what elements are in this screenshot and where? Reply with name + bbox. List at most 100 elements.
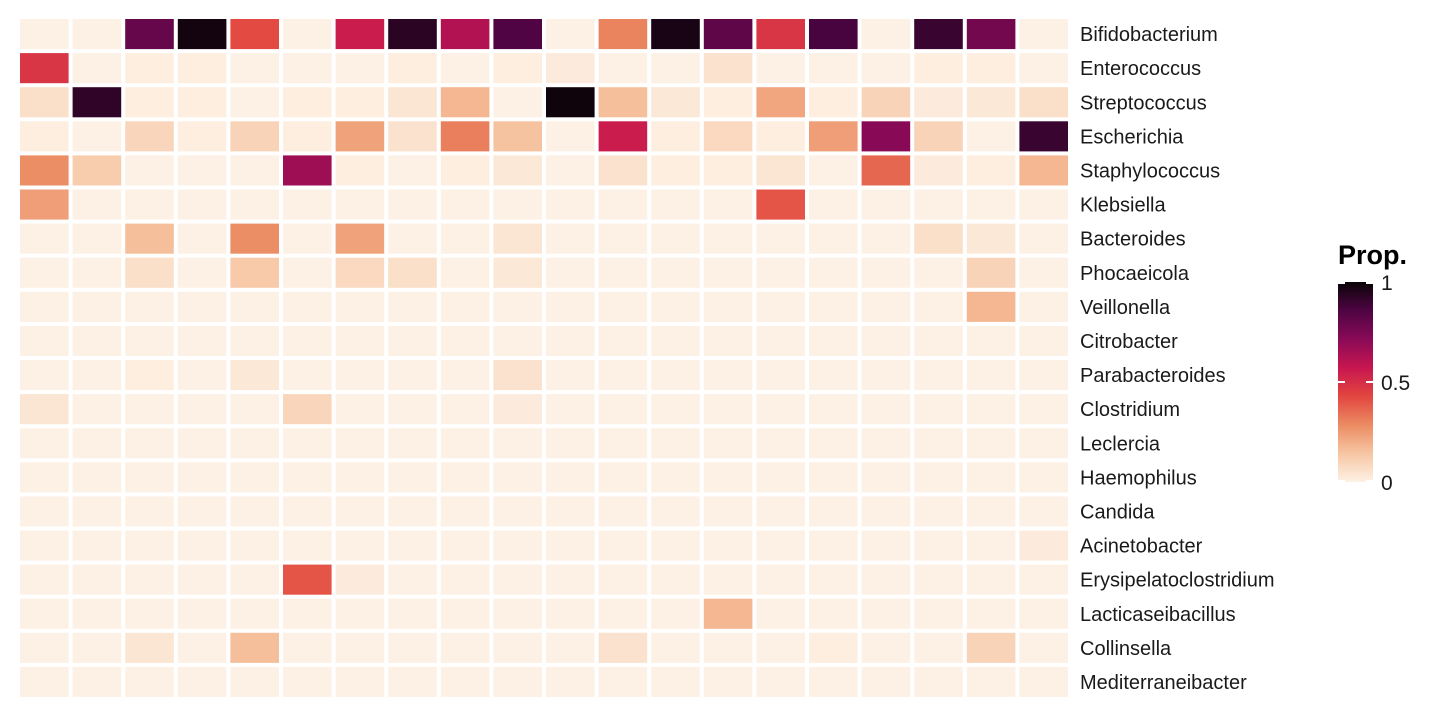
heatmap-cell	[966, 428, 1016, 459]
heatmap-cell	[809, 496, 858, 527]
heatmap-cell	[966, 632, 1016, 663]
heatmap-cell	[966, 530, 1016, 561]
heatmap-cell	[177, 666, 227, 697]
heatmap-cell	[493, 291, 542, 322]
heatmap-cell	[809, 121, 858, 152]
heatmap-cell	[388, 53, 437, 84]
heatmap-cell	[230, 462, 279, 493]
heatmap-cell	[283, 87, 332, 118]
heatmap-cell	[914, 598, 963, 629]
heatmap-cell	[388, 598, 437, 629]
row-label: Mediterraneibacter	[1080, 672, 1247, 694]
heatmap-cell	[598, 53, 648, 84]
heatmap-cell	[177, 632, 227, 663]
heatmap-cell	[493, 360, 542, 391]
heatmap-cell	[388, 564, 437, 595]
heatmap-cell	[72, 223, 122, 254]
heatmap-cell	[440, 87, 490, 118]
heatmap-cell	[1019, 189, 1068, 220]
heatmap-cell	[914, 155, 963, 186]
heatmap-cell	[598, 564, 648, 595]
heatmap-cell	[756, 121, 805, 152]
heatmap-cell	[230, 87, 279, 118]
heatmap-cell	[546, 496, 595, 527]
heatmap-cell	[703, 257, 753, 288]
heatmap-cell	[966, 189, 1016, 220]
heatmap-cell	[335, 564, 385, 595]
heatmap-cell	[546, 121, 595, 152]
heatmap-cell	[966, 53, 1016, 84]
heatmap-cell	[861, 360, 911, 391]
heatmap-cell	[651, 564, 700, 595]
heatmap-cell	[177, 189, 227, 220]
heatmap-cell	[177, 291, 227, 322]
heatmap-cell	[1019, 632, 1068, 663]
heatmap-cell	[230, 223, 279, 254]
heatmap-cell	[283, 53, 332, 84]
heatmap-cell	[966, 19, 1016, 50]
heatmap-cell	[335, 223, 385, 254]
heatmap-cell	[651, 530, 700, 561]
heatmap-cell	[966, 496, 1016, 527]
heatmap-cell	[283, 428, 332, 459]
heatmap-cell	[914, 325, 963, 356]
row-label: Leclercia	[1080, 433, 1161, 455]
heatmap-cell	[177, 360, 227, 391]
heatmap-cell	[966, 223, 1016, 254]
heatmap-cell	[1019, 155, 1068, 186]
legend-title: Prop.	[1338, 240, 1407, 270]
heatmap-cell	[20, 325, 69, 356]
heatmap-cell	[335, 291, 385, 322]
heatmap-cell	[72, 632, 122, 663]
heatmap-cell	[283, 325, 332, 356]
heatmap-cell	[966, 394, 1016, 425]
heatmap-cell	[388, 19, 437, 50]
heatmap-cell	[914, 530, 963, 561]
heatmap-cell	[440, 325, 490, 356]
row-label: Acinetobacter	[1080, 536, 1203, 558]
heatmap-cell	[1019, 462, 1068, 493]
heatmap-cell	[703, 564, 753, 595]
heatmap-cell	[914, 257, 963, 288]
heatmap-cell	[230, 564, 279, 595]
heatmap-cell	[440, 666, 490, 697]
legend-tick-label: 0.5	[1381, 372, 1410, 395]
heatmap-cell	[546, 325, 595, 356]
heatmap-cell	[598, 598, 648, 629]
heatmap-cell	[230, 598, 279, 629]
heatmap-cell	[283, 394, 332, 425]
heatmap-cell	[966, 291, 1016, 322]
heatmap-cell	[493, 121, 542, 152]
heatmap-cell	[598, 87, 648, 118]
heatmap-cell	[230, 428, 279, 459]
legend-tick-label: 0	[1381, 472, 1393, 495]
heatmap-cell	[125, 87, 174, 118]
heatmap-cell	[283, 257, 332, 288]
heatmap-cell	[20, 394, 69, 425]
heatmap-cell	[230, 291, 279, 322]
heatmap-cell	[546, 598, 595, 629]
heatmap-cell	[914, 19, 963, 50]
heatmap-cell	[72, 394, 122, 425]
heatmap-cell	[861, 666, 911, 697]
heatmap-cell	[914, 121, 963, 152]
heatmap-cell	[283, 155, 332, 186]
heatmap-cell	[230, 121, 279, 152]
heatmap-cell	[20, 19, 69, 50]
heatmap-cell	[177, 19, 227, 50]
heatmap-cell	[598, 428, 648, 459]
heatmap-cell	[388, 496, 437, 527]
heatmap-cell	[335, 257, 385, 288]
heatmap-cell	[861, 325, 911, 356]
heatmap-cell	[756, 155, 805, 186]
heatmap-cell	[598, 257, 648, 288]
heatmap-cell	[125, 360, 174, 391]
heatmap-cell	[651, 598, 700, 629]
heatmap-cell	[1019, 53, 1068, 84]
heatmap-cell	[703, 632, 753, 663]
heatmap-cell	[546, 564, 595, 595]
heatmap-cell	[177, 462, 227, 493]
heatmap-cell	[756, 291, 805, 322]
heatmap-cell	[283, 666, 332, 697]
heatmap-cell	[283, 121, 332, 152]
